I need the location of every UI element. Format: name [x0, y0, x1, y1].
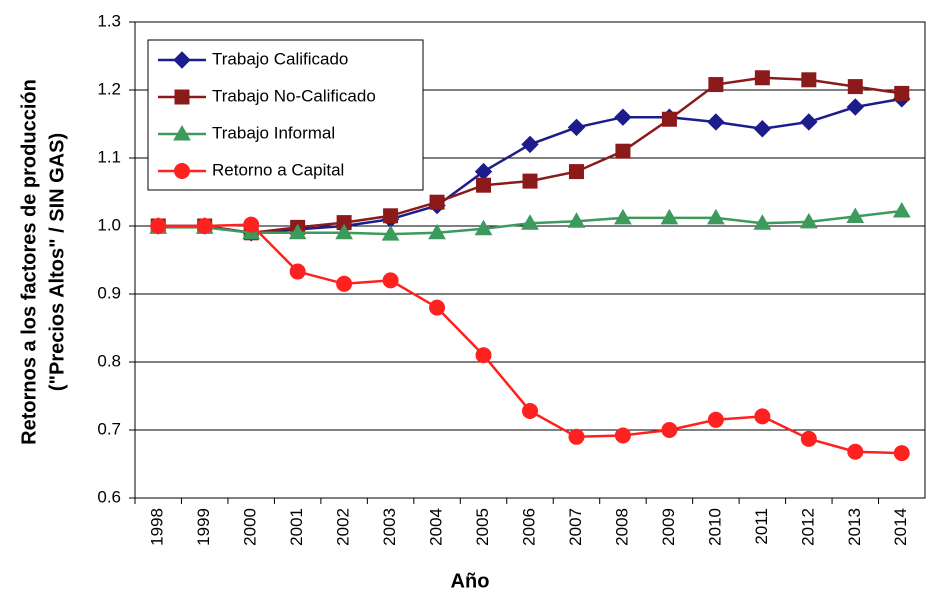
- x-tick-label: 2000: [241, 508, 260, 546]
- data-point: [428, 223, 446, 240]
- data-point: [615, 143, 631, 159]
- data-point: [800, 113, 818, 131]
- data-point: [707, 113, 725, 131]
- y-axis-title: Retornos a los factores de producción: [18, 79, 40, 445]
- data-point: [567, 118, 586, 137]
- data-point: [753, 120, 772, 138]
- data-point: [614, 427, 631, 444]
- legend-label: Trabajo Informal: [212, 123, 335, 142]
- x-tick-label: 2001: [287, 508, 306, 546]
- x-tick-label: 2003: [380, 508, 399, 546]
- y-tick-label: 1.1: [97, 147, 121, 166]
- legend-label: Trabajo Calificado: [212, 49, 348, 68]
- data-point: [150, 218, 167, 234]
- legend-marker: [174, 163, 190, 179]
- data-point: [521, 214, 539, 230]
- y-tick-label: 0.7: [97, 419, 121, 438]
- data-point: [429, 194, 445, 210]
- data-point: [847, 443, 864, 460]
- data-point: [894, 85, 910, 101]
- y-tick-label: 1.3: [97, 11, 121, 30]
- data-point: [196, 218, 213, 234]
- data-point: [522, 402, 538, 419]
- x-tick-label: 2008: [612, 508, 631, 546]
- data-point: [382, 272, 399, 289]
- data-point: [335, 223, 353, 240]
- x-tick-label: 2002: [334, 508, 353, 546]
- y-tick-label: 0.6: [97, 487, 121, 506]
- data-point: [707, 411, 724, 428]
- data-point: [707, 208, 725, 225]
- data-point: [893, 445, 910, 462]
- data-point: [846, 98, 865, 116]
- x-tick-label: 2011: [752, 508, 771, 545]
- y-tick-label: 1.2: [97, 79, 121, 98]
- plot-frame: [134, 21, 926, 499]
- data-point: [661, 111, 677, 127]
- x-tick-label: 2009: [659, 508, 678, 546]
- data-point: [892, 202, 911, 218]
- data-point: [754, 408, 771, 425]
- x-tick-label: 1999: [194, 508, 213, 546]
- data-point: [521, 135, 539, 154]
- data-point: [568, 428, 585, 445]
- data-point: [660, 208, 679, 225]
- data-point: [474, 219, 493, 236]
- data-point: [661, 422, 678, 438]
- x-axis-title: Año: [451, 570, 490, 592]
- x-tick-label: 2012: [798, 508, 817, 546]
- x-tick-label: 2006: [519, 508, 538, 546]
- data-point: [567, 212, 586, 228]
- y-axis-title: ("Precios Altos" / SIN GAS): [46, 133, 68, 391]
- data-point: [288, 223, 307, 240]
- x-tick-label: 2004: [427, 508, 446, 546]
- legend-marker: [173, 124, 191, 141]
- data-point: [614, 108, 632, 126]
- x-tick-label: 2014: [891, 508, 910, 546]
- data-point: [846, 207, 865, 223]
- x-tick-label: 2013: [845, 508, 864, 546]
- data-point: [708, 77, 724, 93]
- legend-box: [147, 39, 424, 191]
- y-tick-label: 1.0: [97, 215, 121, 234]
- legend-label: Trabajo No-Calificado: [212, 86, 376, 105]
- legend-label: Retorno a Capital: [212, 160, 344, 179]
- legend-marker: [173, 51, 191, 69]
- data-point: [568, 164, 584, 180]
- data-point: [754, 70, 770, 86]
- data-point: [476, 177, 492, 193]
- x-tick-label: 1998: [148, 508, 167, 546]
- y-tick-label: 0.8: [97, 351, 121, 370]
- y-tick-label: 0.9: [97, 283, 121, 302]
- x-tick-label: 2010: [705, 508, 724, 546]
- x-tick-label: 2007: [566, 508, 585, 546]
- data-point: [336, 275, 353, 292]
- legend-marker: [174, 89, 190, 105]
- data-point: [847, 79, 863, 95]
- data-point: [800, 430, 817, 447]
- data-point: [801, 72, 817, 88]
- data-point: [429, 299, 446, 316]
- x-tick-label: 2005: [473, 508, 492, 546]
- data-point: [243, 216, 260, 233]
- data-point: [522, 173, 538, 189]
- data-point: [799, 212, 818, 229]
- data-point: [475, 347, 492, 364]
- data-point: [289, 263, 306, 280]
- data-point: [614, 208, 632, 225]
- data-point: [753, 214, 772, 230]
- data-point: [381, 225, 400, 241]
- data-point: [383, 208, 399, 224]
